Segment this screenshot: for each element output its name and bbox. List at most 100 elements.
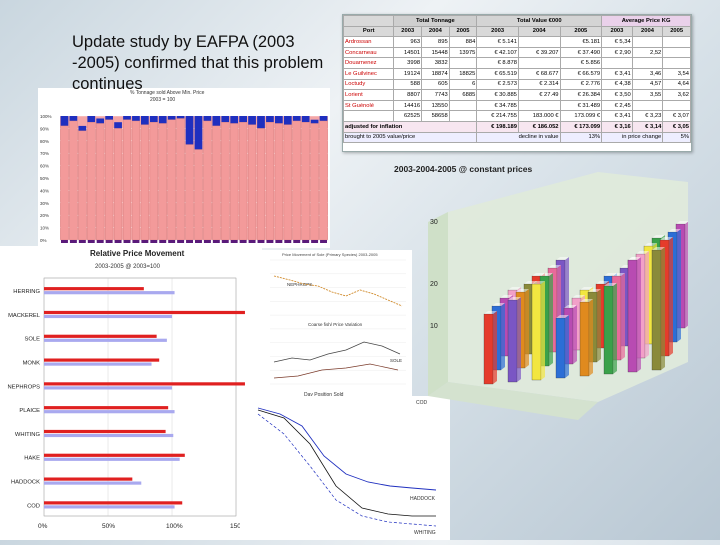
sole-price-line-chart: Price Movement of Sole (Primary Species)… <box>270 252 406 398</box>
decline-label: decline in value <box>476 131 561 144</box>
hbar-series-b <box>44 291 175 295</box>
hbar-series-a <box>44 429 166 434</box>
3d-bar-top <box>652 235 665 238</box>
line-cod <box>257 407 437 491</box>
3d-bar <box>531 283 542 381</box>
table-cell: € 68.677 <box>517 67 561 80</box>
table-cell: Ardrossan <box>342 36 395 48</box>
hbar-series-b <box>44 433 174 438</box>
line-haddock <box>257 409 436 517</box>
stack-bar-lower <box>283 124 292 241</box>
hbar-series-a <box>44 287 144 291</box>
3d-bar-side <box>565 315 569 378</box>
stacked-chart-subtitle-2: 2003 = 100 <box>150 97 175 103</box>
table-cell <box>662 57 691 69</box>
category-label: WHITING <box>15 432 41 438</box>
3d-bar-top <box>612 273 625 276</box>
column-header: 2004 <box>517 25 561 38</box>
3d-bar-side <box>685 221 689 328</box>
table-row: 62525 58658 € 214.755 183.000 €173.099 € € 3… <box>342 110 691 122</box>
3d-bar-top <box>556 315 569 318</box>
stack-bar-lower <box>230 123 239 241</box>
line-chart-2-label-haddock: HADDOCK <box>410 496 436 502</box>
stack-bar-upper <box>167 116 176 120</box>
table-cell <box>342 110 395 122</box>
stack-bar-base <box>69 240 77 243</box>
stack-bar-lower <box>105 119 114 241</box>
table-cell <box>631 57 664 69</box>
table-cell: 4,64 <box>662 78 691 91</box>
stack-bar-lower <box>194 149 203 241</box>
3d-y-tick-label: 20 <box>430 281 438 288</box>
3d-bar <box>483 313 494 385</box>
stack-bar-upper <box>96 118 105 124</box>
3d-bar-top <box>636 251 649 254</box>
stack-bar-base <box>221 240 229 243</box>
stack-bar-base <box>150 240 158 243</box>
hbar-series-a <box>44 406 169 410</box>
column-header: 2004 <box>421 25 450 38</box>
stack-bar-upper <box>87 116 96 123</box>
table-cell: € 2,90 <box>601 46 633 59</box>
stack-bar-lower <box>185 144 194 241</box>
group-header-tonnage: Total Tonnage <box>393 15 478 27</box>
table-cell: 3,54 <box>662 67 691 80</box>
table-cell: € 2.776 <box>559 78 603 91</box>
y-tick-label: 90% <box>40 126 49 131</box>
3d-bar <box>651 249 662 371</box>
table-cell <box>448 110 478 122</box>
3d-bar-side <box>597 289 601 362</box>
stack-bar-lower <box>158 123 167 241</box>
category-label: HADDOCK <box>11 479 40 485</box>
stack-bar-base <box>293 240 301 243</box>
adjusted-value: € 198.189 <box>476 120 519 133</box>
stack-bar-base <box>87 240 95 243</box>
price-change-label: in price change <box>601 131 664 144</box>
table-cell: € 2.314 <box>517 78 561 91</box>
stack-bar-lower <box>78 130 87 241</box>
3d-bar-top <box>556 257 569 260</box>
sole-price-line-chart-panel: Price Movement of Sole (Primary Species)… <box>252 250 412 402</box>
table-row: Concarneau 14501 15448 13975 € 42.107 € 39.20… <box>342 46 691 59</box>
3d-bar <box>507 299 518 383</box>
stack-bar-base <box>96 240 104 243</box>
table-cell: 18874 <box>421 67 450 80</box>
stack-bar-upper <box>185 116 194 145</box>
y-tick-label: 50% <box>40 176 49 181</box>
table-cell: 19124 <box>393 67 423 80</box>
3d-chart-floor <box>428 382 598 420</box>
hbar-series-a <box>44 334 157 338</box>
column-header-row: Port 2003 2004 2005 2003 2004 2005 2003 2004 2005 <box>342 25 691 38</box>
table-row: St Guénolé 14416 13550 € 34.785 € 31.489 € 2,… <box>342 99 691 112</box>
y-tick-label: 0% <box>40 238 47 243</box>
hbar-series-b <box>44 505 175 509</box>
stack-bar-upper <box>310 119 319 124</box>
table-cell: € 65.519 <box>476 67 519 80</box>
stack-bar-lower <box>114 128 123 241</box>
stack-bar-base <box>61 240 68 243</box>
3d-bar-top <box>572 295 585 298</box>
table-cell: € 3,41 <box>601 67 633 80</box>
stack-bar-lower <box>167 119 176 241</box>
brought-label: brought to 2005 value/price <box>342 131 478 144</box>
hbar-series-a <box>44 310 245 315</box>
stack-bar-upper <box>221 116 230 123</box>
table-cell <box>631 36 664 48</box>
stack-bar-base <box>275 240 283 243</box>
stack-bar-base <box>284 240 292 243</box>
x-tick-label: 150% <box>230 523 247 530</box>
adjusted-value: € 186.052 <box>517 120 561 133</box>
table-cell: 605 <box>421 78 450 91</box>
3d-bar-top <box>644 243 657 246</box>
3d-bar-side <box>501 303 505 370</box>
stack-bar-upper <box>105 116 113 120</box>
stack-bar-base <box>248 240 256 243</box>
stack-bar-base <box>123 240 131 243</box>
stack-bar-upper <box>78 125 87 131</box>
table-cell: 14416 <box>393 99 423 112</box>
stack-bar-base <box>230 240 238 243</box>
stack-bar-upper <box>275 116 283 124</box>
stack-bar-base <box>239 240 247 243</box>
table-cell: 3,55 <box>631 89 664 101</box>
table-cell: 13975 <box>448 46 478 59</box>
